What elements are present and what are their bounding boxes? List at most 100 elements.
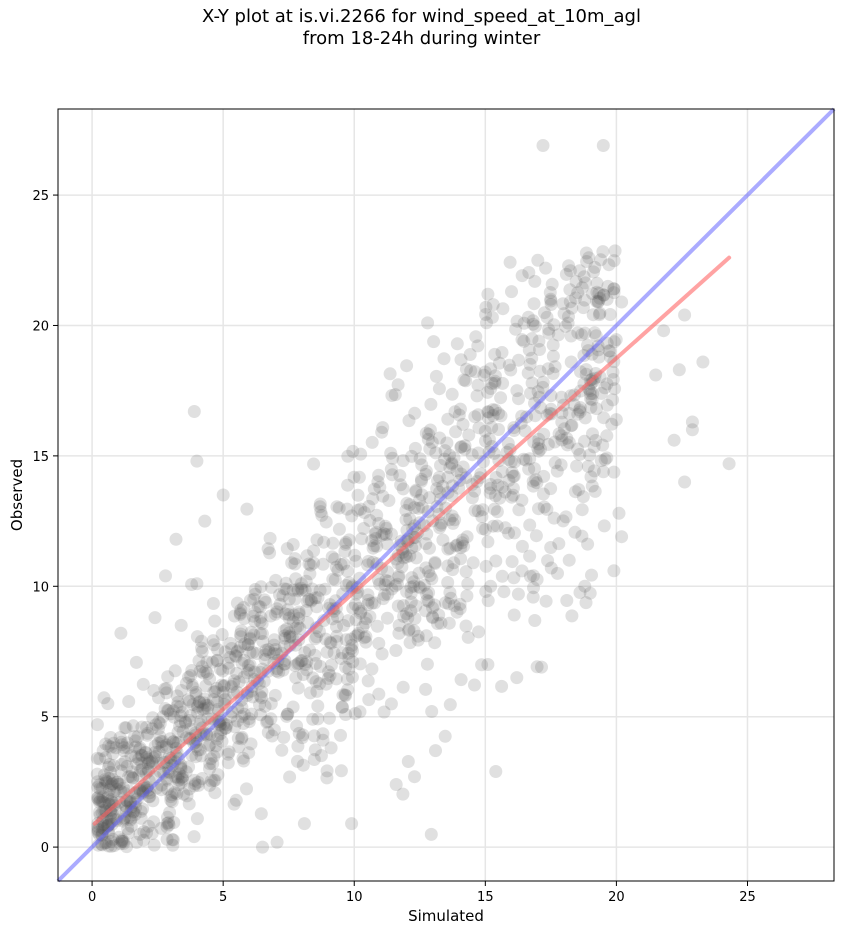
data-point <box>115 757 129 771</box>
data-point <box>400 359 414 373</box>
data-point <box>465 491 479 505</box>
data-point <box>316 557 330 571</box>
data-point <box>600 377 614 391</box>
data-point <box>133 741 147 755</box>
data-point <box>422 586 436 600</box>
data-point <box>375 528 389 542</box>
data-point <box>102 783 116 797</box>
data-point <box>228 649 242 662</box>
data-point <box>431 617 444 630</box>
data-point <box>443 461 457 475</box>
data-point <box>133 742 147 756</box>
data-point <box>102 771 116 785</box>
data-point <box>305 582 319 596</box>
data-point <box>443 448 456 462</box>
data-point <box>164 793 178 807</box>
data-point <box>134 811 148 825</box>
data-point <box>261 542 275 556</box>
data-point <box>396 482 410 496</box>
data-point <box>292 611 305 625</box>
data-point <box>602 344 616 358</box>
data-point <box>413 581 427 595</box>
data-point <box>404 580 418 594</box>
data-point <box>304 594 318 608</box>
data-point <box>300 655 314 669</box>
data-point <box>231 731 245 745</box>
data-point <box>609 413 623 427</box>
data-point <box>282 608 296 621</box>
data-point <box>580 255 594 268</box>
data-point <box>488 369 502 383</box>
data-point <box>161 704 175 718</box>
data-point <box>229 793 243 807</box>
data-point <box>555 415 569 429</box>
data-point <box>533 364 547 378</box>
data-point <box>252 600 265 613</box>
data-point <box>316 727 330 741</box>
data-point <box>408 406 422 420</box>
data-point <box>210 695 224 709</box>
data-point <box>242 746 256 760</box>
data-point <box>159 569 172 583</box>
regression-line <box>92 255 732 826</box>
data-point <box>176 770 190 784</box>
data-point <box>356 620 370 634</box>
data-point <box>310 600 324 614</box>
data-point <box>174 684 188 697</box>
data-point <box>515 409 529 423</box>
data-point <box>587 440 601 454</box>
data-point <box>126 771 140 785</box>
data-point <box>589 367 603 380</box>
data-point <box>214 727 228 741</box>
data-point <box>548 360 562 374</box>
data-point <box>495 569 509 583</box>
data-point <box>481 287 495 301</box>
data-point <box>302 557 316 571</box>
data-point <box>124 819 138 833</box>
data-point <box>96 790 110 804</box>
data-point <box>526 474 540 488</box>
data-point <box>282 592 296 606</box>
data-point <box>199 665 213 679</box>
data-point <box>203 738 217 752</box>
data-point <box>402 623 415 637</box>
data-point <box>101 697 115 711</box>
data-point <box>586 308 600 322</box>
data-point <box>540 502 554 516</box>
data-point <box>120 840 134 854</box>
data-point <box>615 295 629 309</box>
data-point <box>432 470 446 484</box>
data-point <box>128 808 142 821</box>
data-point <box>243 632 257 646</box>
data-point <box>609 333 623 347</box>
data-point <box>605 417 619 431</box>
data-point <box>291 739 305 753</box>
data-point <box>443 586 457 599</box>
data-point <box>145 756 159 770</box>
data-point <box>537 500 551 514</box>
data-point <box>210 681 224 695</box>
data-point <box>255 617 269 631</box>
data-point <box>192 778 205 792</box>
data-point <box>193 695 207 709</box>
data-point <box>357 522 371 535</box>
data-point <box>273 588 286 602</box>
data-point <box>163 766 177 780</box>
data-point <box>600 398 614 412</box>
data-point <box>523 452 537 466</box>
data-point <box>523 518 537 532</box>
data-point <box>403 636 417 650</box>
data-point <box>512 503 526 517</box>
data-point <box>559 319 573 333</box>
data-point <box>152 745 166 759</box>
data-point <box>320 764 334 778</box>
data-point <box>341 449 355 463</box>
data-point <box>131 792 144 806</box>
data-point <box>479 300 493 314</box>
data-point <box>517 334 531 348</box>
data-point <box>340 672 354 686</box>
data-point <box>345 817 359 831</box>
data-point <box>447 599 461 613</box>
data-point <box>450 337 464 351</box>
data-point <box>141 726 155 740</box>
